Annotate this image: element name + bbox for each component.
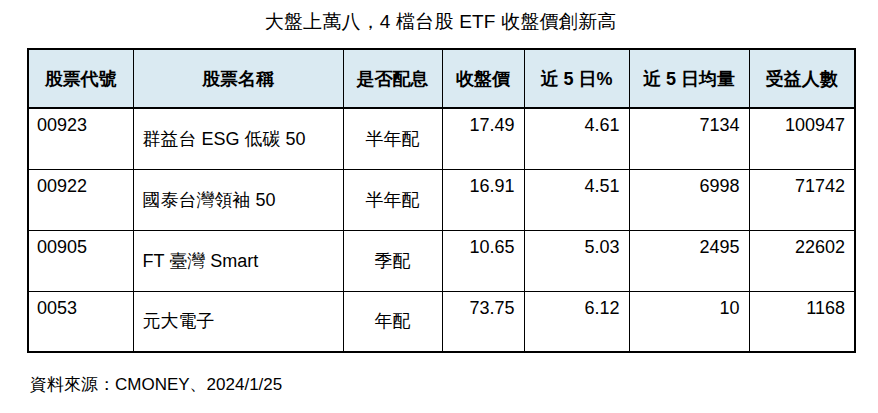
cell-5day-avg-volume: 10 — [629, 291, 749, 352]
cell-stock-code: 00922 — [28, 169, 133, 230]
table-row: 00923 群益台 ESG 低碳 50 半年配 17.49 4.61 7134 … — [28, 108, 855, 169]
cell-stock-name: 元大電子 — [133, 291, 343, 352]
cell-5day-avg-volume: 2495 — [629, 230, 749, 291]
cell-5day-avg-volume: 6998 — [629, 169, 749, 230]
cell-dividend: 半年配 — [343, 169, 442, 230]
cell-stock-name: 群益台 ESG 低碳 50 — [133, 108, 343, 169]
cell-dividend: 半年配 — [343, 108, 442, 169]
header-stock-code: 股票代號 — [28, 49, 133, 108]
cell-5day-pct: 4.51 — [524, 169, 629, 230]
cell-beneficiaries: 71742 — [749, 169, 855, 230]
cell-stock-code: 0053 — [28, 291, 133, 352]
page-title: 大盤上萬八，4 檔台股 ETF 收盤價創新高 — [27, 9, 854, 35]
cell-stock-name: 國泰台灣領袖 50 — [133, 169, 343, 230]
header-5day-pct: 近 5 日% — [524, 49, 629, 108]
cell-close-price: 16.91 — [442, 169, 524, 230]
cell-beneficiaries: 22602 — [749, 230, 855, 291]
cell-5day-avg-volume: 7134 — [629, 108, 749, 169]
data-source: 資料來源：CMONEY、2024/1/25 — [30, 373, 282, 396]
table-row: 0053 元大電子 年配 73.75 6.12 10 1168 — [28, 291, 855, 352]
cell-close-price: 17.49 — [442, 108, 524, 169]
header-close-price: 收盤價 — [442, 49, 524, 108]
cell-5day-pct: 4.61 — [524, 108, 629, 169]
cell-stock-name: FT 臺灣 Smart — [133, 230, 343, 291]
table-row: 00922 國泰台灣領袖 50 半年配 16.91 4.51 6998 7174… — [28, 169, 855, 230]
header-5day-avg-volume: 近 5 日均量 — [629, 49, 749, 108]
header-stock-name: 股票名稱 — [133, 49, 343, 108]
cell-stock-code: 00923 — [28, 108, 133, 169]
cell-close-price: 73.75 — [442, 291, 524, 352]
cell-5day-pct: 5.03 — [524, 230, 629, 291]
cell-5day-pct: 6.12 — [524, 291, 629, 352]
cell-dividend: 年配 — [343, 291, 442, 352]
header-dividend: 是否配息 — [343, 49, 442, 108]
header-beneficiaries: 受益人數 — [749, 49, 855, 108]
cell-stock-code: 00905 — [28, 230, 133, 291]
table-header-row: 股票代號 股票名稱 是否配息 收盤價 近 5 日% 近 5 日均量 受益人數 — [28, 49, 855, 108]
cell-close-price: 10.65 — [442, 230, 524, 291]
cell-dividend: 季配 — [343, 230, 442, 291]
cell-beneficiaries: 1168 — [749, 291, 855, 352]
cell-beneficiaries: 100947 — [749, 108, 855, 169]
etf-table: 股票代號 股票名稱 是否配息 收盤價 近 5 日% 近 5 日均量 受益人數 0… — [27, 48, 856, 353]
table-row: 00905 FT 臺灣 Smart 季配 10.65 5.03 2495 226… — [28, 230, 855, 291]
